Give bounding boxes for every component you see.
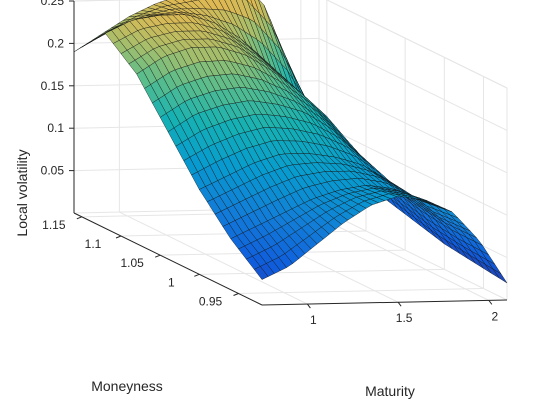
axis-titles: Local volatility Moneyness Maturity	[14, 149, 415, 399]
y-tick-label: 1	[168, 275, 175, 289]
z-axis-title: Local volatility	[14, 149, 30, 236]
x-tick-label: 1.5	[396, 311, 413, 325]
x-tick-label: 1	[310, 313, 317, 327]
z-tick-label: 0.25	[41, 0, 65, 8]
z-grid-line-back	[73, 0, 148, 2]
surface-patch	[253, 266, 269, 280]
x-tick-label: 2	[492, 309, 499, 323]
y-tick-label: 1.05	[120, 256, 144, 270]
z-tick-label: 0.1	[47, 121, 64, 135]
y-axis-line	[73, 212, 263, 306]
x-tick-mark	[397, 301, 402, 307]
z-tick-label: 0.05	[41, 164, 65, 178]
y-tick-mark	[194, 273, 200, 277]
tick-labels: 1 1.5 2 0.95 1 1.05 1.1 1.15 0.05 0.1 0.15 0.2 0.25	[41, 0, 499, 327]
y-tick-label: 1.15	[42, 218, 66, 232]
axis-lines	[73, 1, 508, 306]
y-tick-label: 0.95	[199, 295, 223, 309]
right-floor-edge	[318, 207, 508, 301]
z-grid-line-right	[318, 37, 508, 131]
x-tick-mark	[306, 303, 311, 309]
y-tick-mark	[115, 235, 122, 239]
z-tick-label: 0.2	[47, 36, 64, 50]
z-grid-line-right	[326, 0, 508, 89]
x-grid-line-floor	[119, 211, 308, 305]
z-grid-line-right	[318, 80, 508, 174]
y-tick-label: 1.1	[85, 237, 102, 251]
surface-mesh	[73, 0, 508, 284]
x-axis-line	[261, 299, 508, 306]
y-tick-mark	[154, 254, 161, 258]
z-grid-line-right	[318, 122, 508, 216]
y-tick-mark	[233, 293, 239, 296]
surface-patch	[492, 268, 508, 284]
y-grid-line-floor	[199, 268, 445, 275]
right-top-edge	[326, 0, 508, 89]
y-grid-line-floor	[238, 288, 484, 294]
x-axis-title: Maturity	[365, 383, 415, 399]
z-tick-label: 0.15	[41, 79, 65, 93]
x-tick-mark	[488, 300, 493, 305]
y-tick-mark	[76, 216, 83, 220]
y-axis-title: Moneyness	[91, 378, 163, 394]
